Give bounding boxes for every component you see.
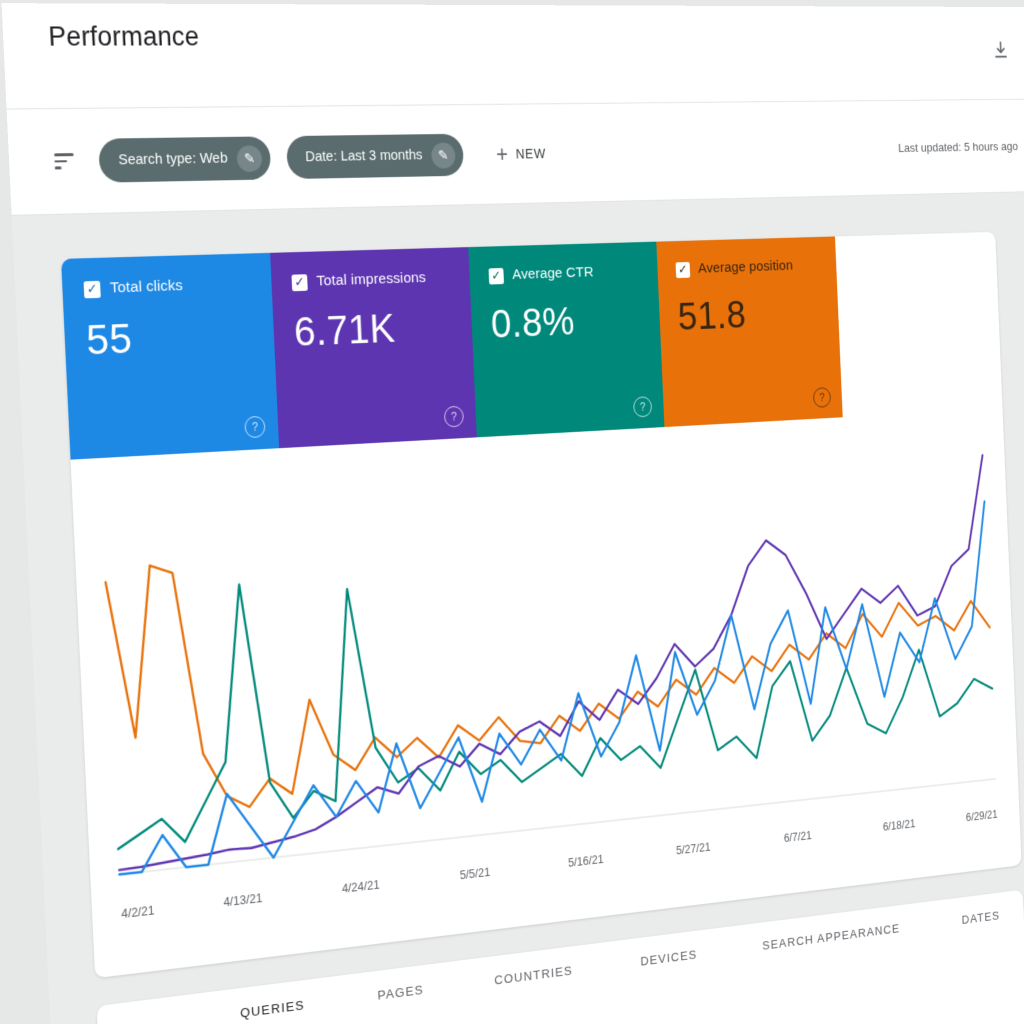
performance-card: ✓ Total clicks 55 ? ✓ Total impressions … [61,231,1022,979]
page-body: ✓ Total clicks 55 ? ✓ Total impressions … [12,191,1024,1024]
search-console-performance-page: Performance Search type: Web ✎ Date: Las… [1,3,1024,1024]
app-header: Performance [1,3,1024,110]
metric-tile-total-impressions[interactable]: ✓ Total impressions 6.71K ? [270,247,477,449]
x-tick-label: 5/5/21 [459,865,490,882]
metric-tile-header: ✓ Average position [675,257,822,278]
x-tick-label: 6/7/21 [783,829,811,845]
metric-value: 6.71K [293,305,396,355]
x-tick-label: 5/16/21 [568,852,604,869]
chart-area: 4/2/21 4/13/21 4/24/21 5/5/21 5/16/21 5/27/21… [71,408,1022,978]
tab-search-appearance[interactable]: SEARCH APPEARANCE [762,921,901,953]
x-tick-label: 4/2/21 [121,903,155,921]
metric-value: 55 [85,314,134,364]
new-filter-label: NEW [515,145,547,162]
tab-queries[interactable]: QUERIES [239,997,306,1021]
search-type-chip[interactable]: Search type: Web ✎ [98,136,272,183]
x-tick-label: 4/13/21 [223,891,263,909]
checkbox-checked-icon[interactable]: ✓ [675,261,691,278]
metric-value: 0.8% [489,298,576,347]
series-line-average-position [105,508,994,821]
x-tick-label: 6/29/21 [966,808,998,824]
metric-tile-total-clicks[interactable]: ✓ Total clicks 55 ? [61,252,280,460]
tab-devices[interactable]: DEVICES [640,947,698,969]
metric-label: Total clicks [109,277,184,297]
checkbox-checked-icon[interactable]: ✓ [291,273,308,291]
page-title: Performance [47,21,200,52]
search-type-chip-label: Search type: Web [118,150,228,169]
metric-tile-average-position[interactable]: ✓ Average position 51.8 ? [656,236,843,428]
checkbox-checked-icon[interactable]: ✓ [488,267,504,285]
new-filter-button[interactable]: + NEW [490,141,551,166]
metric-value: 51.8 [676,292,747,339]
help-icon[interactable]: ? [443,405,465,428]
x-tick-label: 4/24/21 [342,878,380,896]
tab-pages[interactable]: PAGES [377,982,425,1003]
metric-tile-header: ✓ Average CTR [488,263,642,285]
export-button[interactable] [985,32,1017,67]
metric-label: Total impressions [316,269,427,290]
metric-tile-header: ✓ Total clicks [83,275,255,298]
filter-icon [54,153,76,170]
metric-label: Average position [697,257,794,277]
x-tick-label: 6/18/21 [883,817,916,833]
last-updated-text: Last updated: 5 hours ago [897,138,1019,155]
edit-pencil-icon: ✎ [236,144,263,172]
x-tick-label: 5/27/21 [676,840,711,857]
metric-label: Average CTR [511,264,594,283]
series-line-total-clicks [105,502,996,875]
help-icon[interactable]: ? [812,387,832,408]
tiles-spacer [835,232,1003,417]
edit-pencil-icon: ✎ [430,141,456,169]
download-icon [991,39,1009,59]
tab-countries[interactable]: COUNTRIES [493,963,574,988]
metric-tile-average-ctr[interactable]: ✓ Average CTR 0.8% ? [468,241,665,438]
performance-chart[interactable]: 4/2/21 4/13/21 4/24/21 5/5/21 5/16/21 5/27/21… [85,425,1010,946]
plus-icon: + [495,141,509,167]
help-icon[interactable]: ? [244,415,266,439]
help-icon[interactable]: ? [633,396,653,418]
checkbox-checked-icon[interactable]: ✓ [83,280,101,298]
date-filter-chip-label: Date: Last 3 months [304,147,423,166]
metric-tile-header: ✓ Total impressions [291,269,454,292]
date-filter-chip[interactable]: Date: Last 3 months ✎ [285,133,464,180]
tab-dates[interactable]: DATES [961,908,1001,927]
